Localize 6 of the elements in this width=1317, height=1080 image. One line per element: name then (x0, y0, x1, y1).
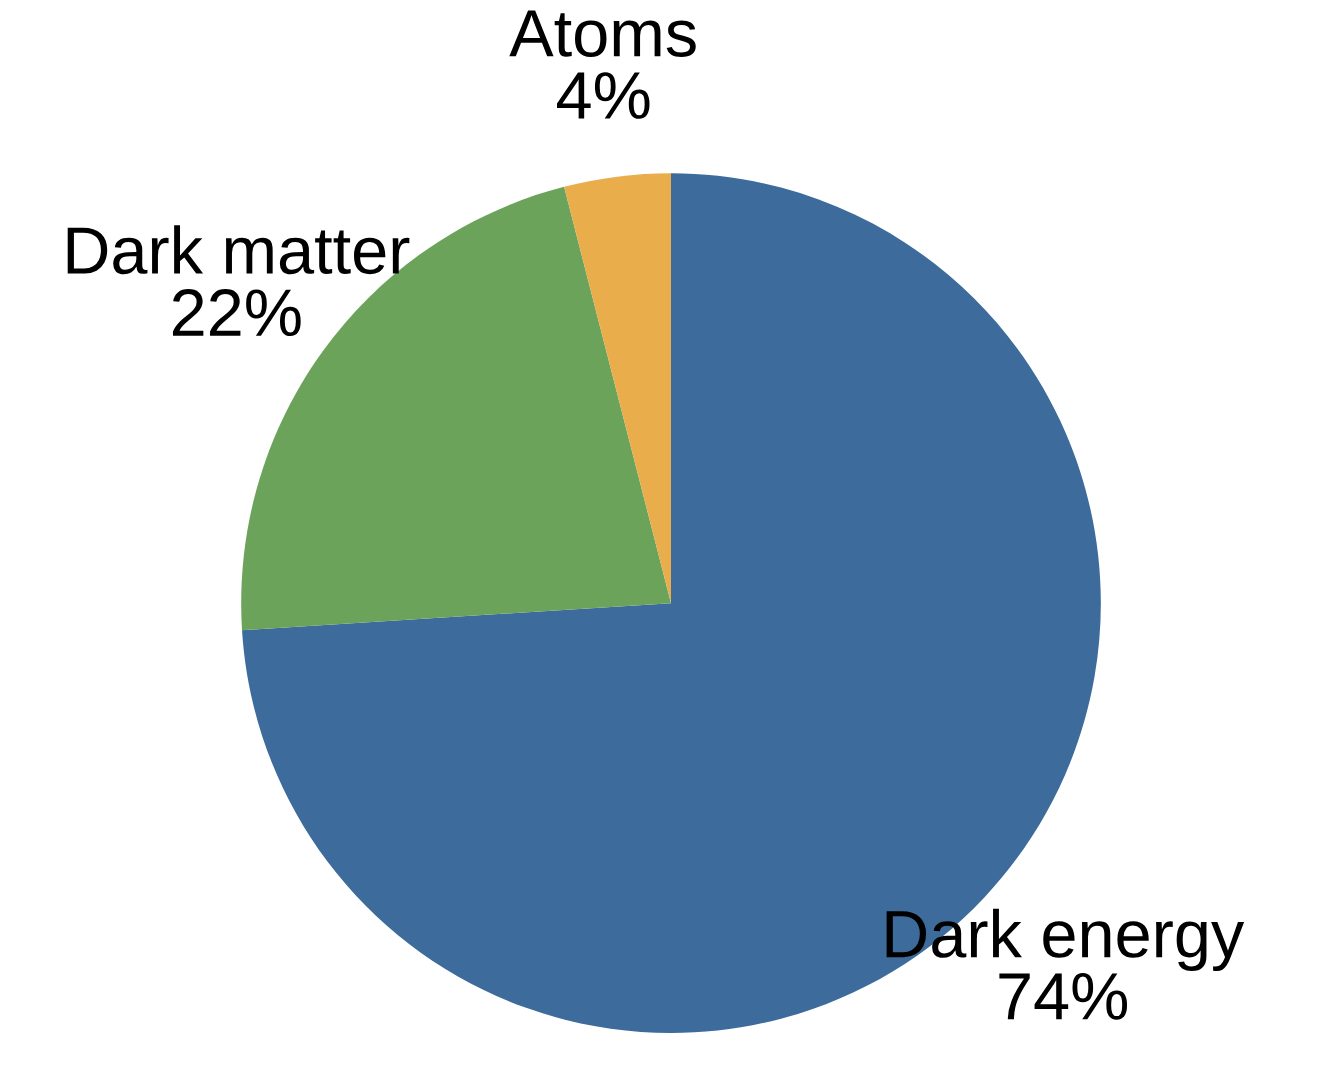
pie-slice (564, 173, 672, 604)
slice-label: Atoms (509, 10, 696, 57)
slice-label: Dark matter (67, 225, 410, 275)
data-label: 22% (172, 289, 301, 337)
data-label: 4% (557, 72, 650, 119)
data-label: 74% (999, 973, 1128, 1020)
